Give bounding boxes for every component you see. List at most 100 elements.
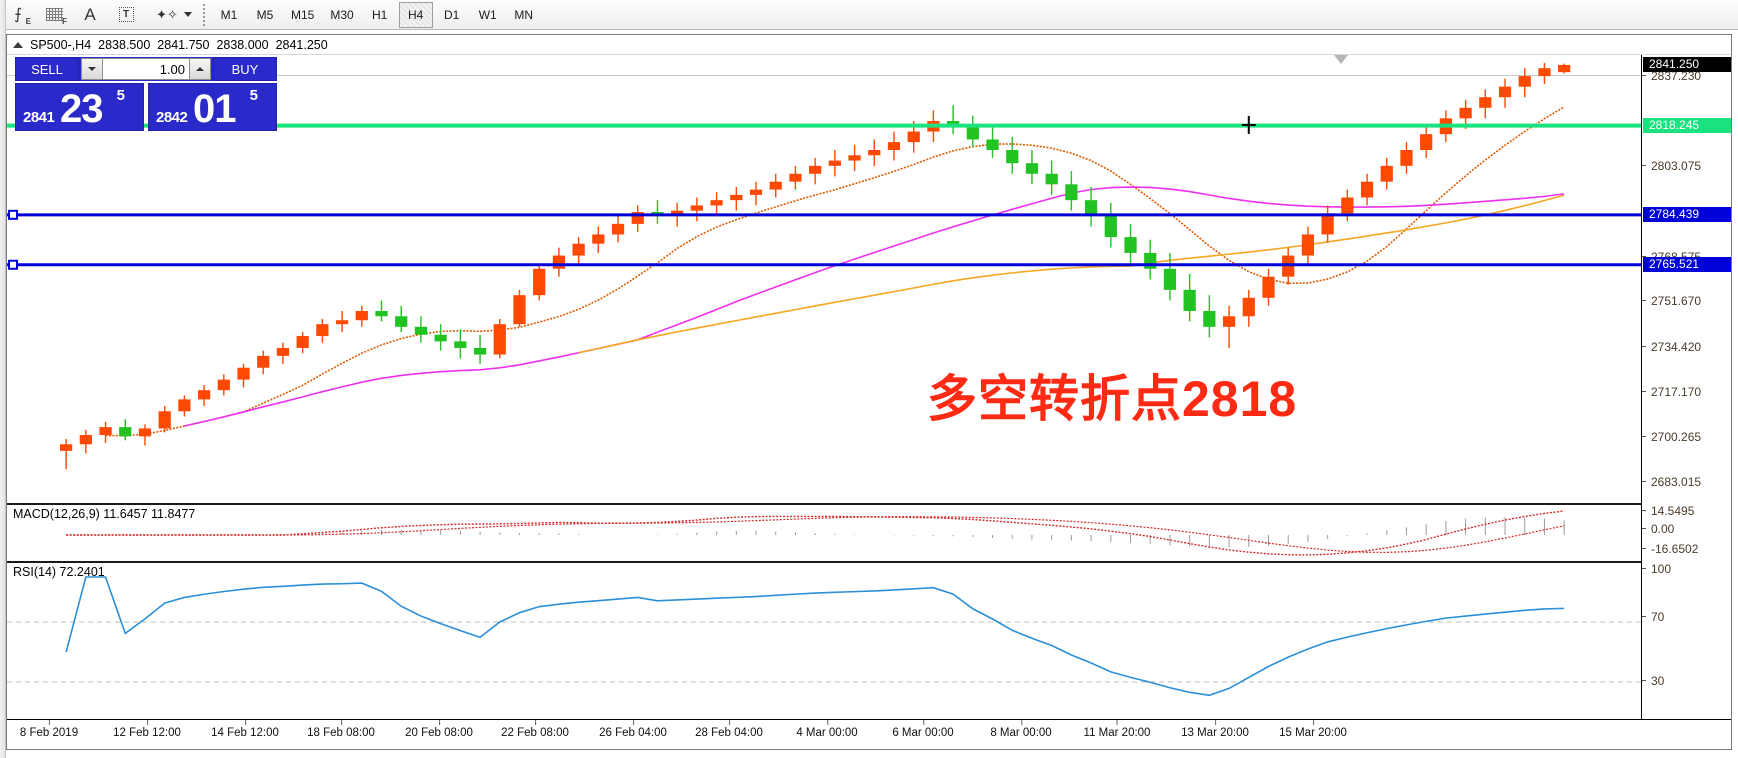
candle	[79, 429, 92, 454]
chevron-down-icon[interactable]	[180, 2, 194, 28]
chart-annotation: 多空转折点2818	[927, 371, 1298, 427]
candle	[572, 237, 585, 264]
candle	[789, 165, 802, 190]
plot-wrapper: 多空转折点2818 MACD(12,26,9) 11.6457 11.8477 …	[7, 55, 1731, 749]
rsi-tick-30: 30	[1642, 674, 1731, 688]
price-tick-2734.420: 2734.420	[1642, 340, 1731, 354]
volume-control: 1.00	[79, 57, 213, 81]
scroll-position-marker	[1334, 55, 1348, 64]
candle	[552, 247, 566, 277]
candle	[1025, 150, 1039, 185]
candle	[296, 332, 309, 354]
price-axis[interactable]: 2837.2302803.0752768.5752751.6702734.420…	[1641, 55, 1731, 736]
objects-dropdown-icon[interactable]: ✦✧	[145, 2, 189, 28]
chevron-up-icon	[196, 67, 204, 71]
candle	[454, 329, 467, 359]
price-tag-2784.439[interactable]: 2784.439	[1643, 206, 1731, 222]
left-scroll-strip[interactable]	[0, 0, 6, 758]
sell-price-integer: 2841	[23, 109, 55, 126]
macd-pane[interactable]: MACD(12,26,9) 11.6457 11.8477	[7, 503, 1641, 559]
candle	[1360, 173, 1374, 206]
rsi-pane[interactable]: RSI(14) 72.2401	[7, 561, 1641, 741]
time-tick-7: 28 Feb 04:00	[695, 720, 763, 739]
candle	[217, 374, 230, 396]
candle	[651, 200, 664, 224]
indicators-glyph: ⨍	[14, 6, 22, 23]
toolbar-separator	[203, 3, 205, 26]
buy-price-button[interactable]: 2842 01 5	[148, 83, 277, 131]
timeframe-button-mn[interactable]: MN	[514, 7, 534, 22]
volume-increment-button[interactable]	[189, 58, 211, 80]
indicators-sub-label: E	[25, 16, 31, 26]
candle	[60, 438, 73, 470]
grid-icon[interactable]: F	[37, 2, 71, 28]
price-tag-2818.245[interactable]: 2818.245	[1643, 117, 1731, 133]
candle	[1163, 252, 1177, 301]
candle	[1144, 239, 1157, 280]
trade-panel-top-row: SELL 1.00 BUY	[15, 57, 277, 81]
candle	[237, 363, 250, 388]
candle	[1400, 142, 1413, 174]
timeframe-button-m15[interactable]: M15	[291, 7, 315, 22]
price-pane[interactable]: 多空转折点2818	[7, 55, 1641, 501]
rsi-chart-svg	[7, 576, 1641, 697]
candle	[197, 384, 211, 406]
candle	[1104, 202, 1117, 248]
candle	[730, 186, 743, 211]
macd-tick-14.5495: 14.5495	[1642, 504, 1731, 518]
timeframe-button-h1[interactable]: H1	[372, 7, 388, 22]
candle	[1183, 274, 1196, 322]
price-tag-2841.250[interactable]: 2841.250	[1643, 56, 1731, 72]
time-tick-3: 18 Feb 08:00	[307, 720, 375, 739]
price-tick-2717.170: 2717.170	[1642, 385, 1731, 399]
candle	[138, 424, 152, 446]
plot-columns: 多空转折点2818 MACD(12,26,9) 11.6457 11.8477 …	[7, 55, 1641, 741]
candle	[828, 150, 841, 177]
ohlc-high: 2841.750	[157, 37, 210, 52]
candle	[769, 173, 782, 198]
candle	[1084, 186, 1098, 227]
rsi-tick-70: 70	[1642, 610, 1731, 624]
candle	[355, 305, 368, 327]
timeframe-button-m1[interactable]: M1	[220, 7, 238, 22]
candle	[158, 405, 171, 433]
timeframe-button-m30[interactable]: M30	[330, 7, 354, 22]
candle	[533, 263, 546, 301]
time-axis[interactable]: 8 Feb 2019 12 Feb 12:00 14 Feb 12:00 18 Feb…	[7, 719, 1731, 749]
candle	[986, 126, 999, 158]
macd-tick--16.6502: -16.6502	[1642, 542, 1731, 556]
price-tick-2751.670: 2751.670	[1642, 294, 1731, 308]
volume-input[interactable]: 1.00	[103, 58, 189, 80]
candle	[1124, 223, 1137, 264]
symbol-label: SP500-,H4	[30, 37, 92, 52]
indicators-icon[interactable]: ⨍ E	[1, 2, 35, 28]
candle	[99, 421, 112, 443]
timeframe-button-h4[interactable]: H4	[398, 1, 433, 28]
volume-dropdown-button[interactable]	[81, 58, 103, 80]
candle	[749, 181, 763, 206]
timeframe-button-m5[interactable]: M5	[256, 7, 274, 22]
text-box-icon[interactable]: T	[109, 2, 143, 28]
candle	[395, 305, 408, 333]
candle	[1341, 189, 1354, 222]
buy-price-main: 01	[193, 87, 236, 131]
timeframe-button-w1[interactable]: W1	[478, 7, 497, 22]
time-tick-2: 14 Feb 12:00	[211, 720, 279, 739]
chevron-down-glyph	[183, 12, 192, 17]
candle	[1420, 126, 1433, 158]
price-tick-2683.015: 2683.015	[1642, 475, 1731, 489]
price-tick-2803.075: 2803.075	[1642, 159, 1731, 173]
sell-price-button[interactable]: 2841 23 5	[15, 83, 144, 131]
candle	[592, 226, 605, 253]
buy-button[interactable]: BUY	[213, 57, 277, 81]
candle	[710, 192, 723, 216]
collapse-triangle-icon[interactable]	[13, 41, 23, 48]
text-label-icon[interactable]: A	[73, 2, 107, 28]
candle	[868, 139, 881, 166]
sell-button[interactable]: SELL	[15, 57, 79, 81]
candle	[119, 419, 132, 441]
buy-price-integer: 2842	[156, 109, 188, 126]
timeframe-button-d1[interactable]: D1	[444, 7, 460, 22]
candle	[1538, 62, 1551, 85]
price-tag-2765.521[interactable]: 2765.521	[1643, 256, 1731, 272]
